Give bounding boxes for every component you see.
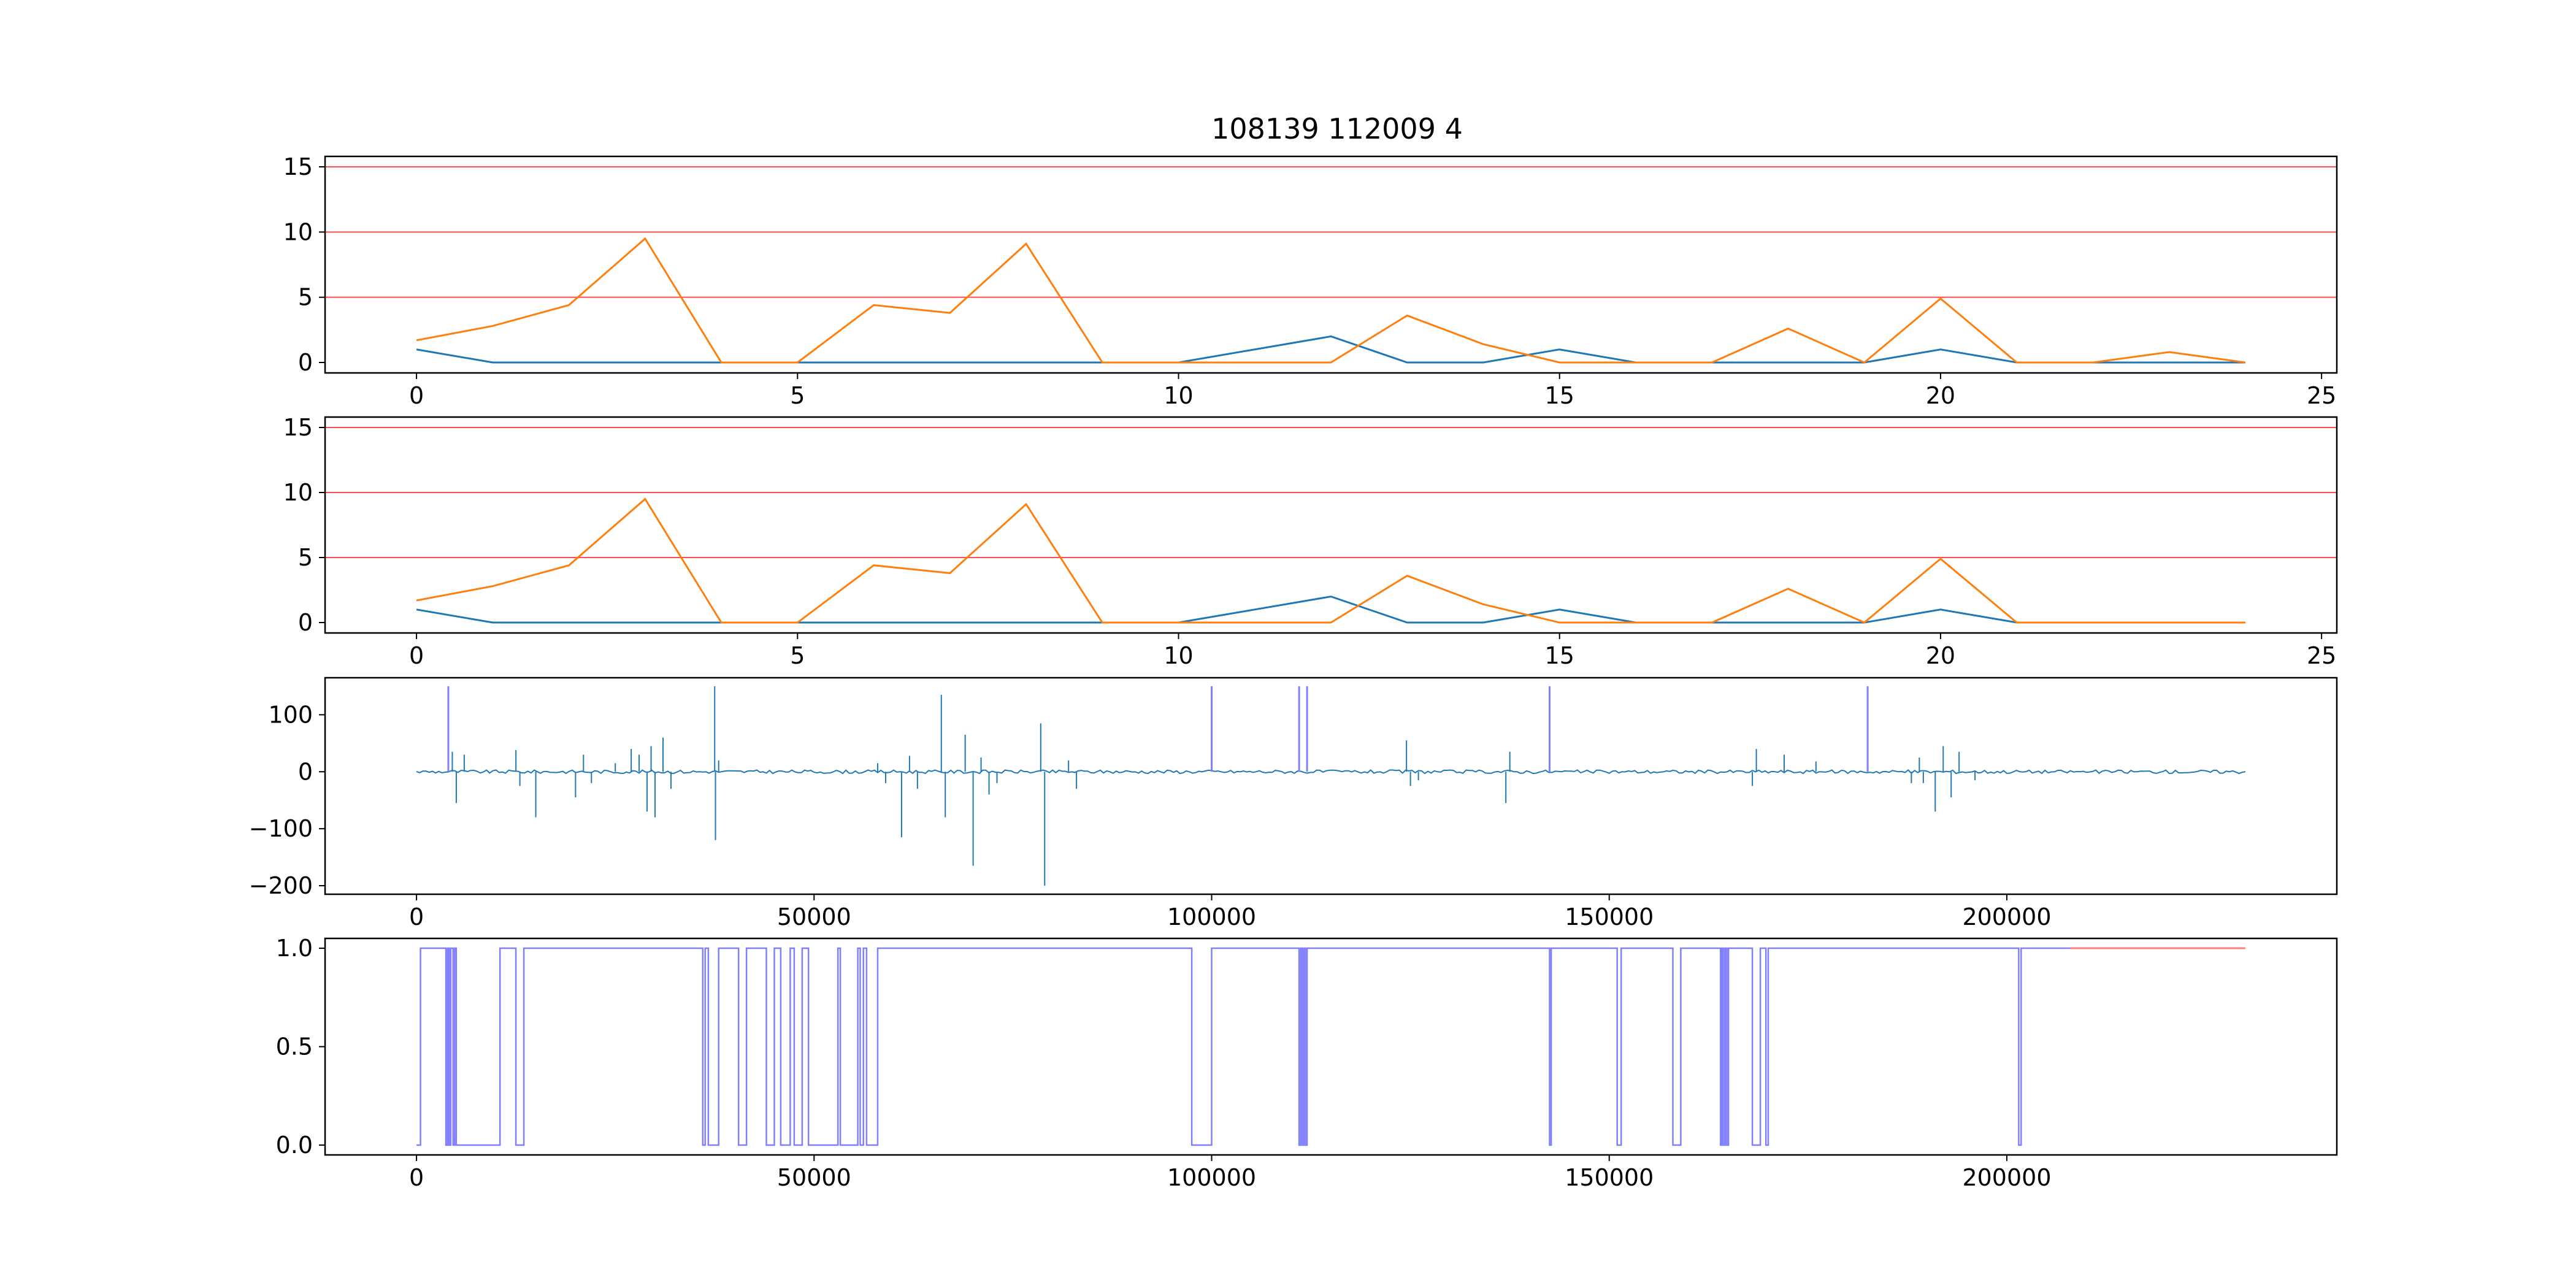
x-tick-label: 150000 xyxy=(1565,1164,1654,1191)
x-tick-label: 10 xyxy=(1163,382,1193,409)
figure-title: 108139 112009 4 xyxy=(1211,112,1463,145)
y-tick-label: 15 xyxy=(283,414,313,441)
y-tick-label: 5 xyxy=(298,544,313,571)
panel-4: 0 50000 100000 150000 200000 0.0 0.5 1.0 xyxy=(276,935,2338,1191)
x-tick-label: 200000 xyxy=(1962,1164,2051,1191)
x-tick-label: 25 xyxy=(2307,642,2336,669)
plot-area xyxy=(416,686,2246,886)
x-tick-label: 0 xyxy=(409,382,424,409)
x-tick-label: 50000 xyxy=(777,903,851,930)
y-tick-label: 5 xyxy=(298,284,313,311)
panel-1: 0 5 10 15 20 25 0 5 10 15 xyxy=(283,153,2338,409)
y-tick-label: −100 xyxy=(249,815,313,842)
series-line xyxy=(416,497,2245,624)
x-tick-label: 100000 xyxy=(1167,1164,1256,1191)
x-tick-label: 0 xyxy=(409,903,424,930)
x-tick-label: 5 xyxy=(790,382,805,409)
axes-frame xyxy=(324,937,2338,1156)
x-tick-label: 150000 xyxy=(1565,903,1654,930)
y-tick-label: 10 xyxy=(283,218,313,245)
x-tick-label: 5 xyxy=(790,642,805,669)
plot-area xyxy=(325,166,2337,364)
axes-frame xyxy=(324,416,2338,634)
signal-trace xyxy=(416,769,2246,775)
y-tick-label: 0 xyxy=(298,349,313,376)
y-tick-label: −200 xyxy=(249,872,313,899)
x-tick-label: 15 xyxy=(1545,382,1574,409)
plot-area xyxy=(325,426,2337,624)
x-tick-label: 0 xyxy=(409,642,424,669)
panel-2: 0 5 10 15 20 25 0 5 10 15 xyxy=(283,414,2338,669)
y-tick-label: 15 xyxy=(283,153,313,180)
y-tick-label: 10 xyxy=(283,479,313,506)
x-tick-label: 10 xyxy=(1163,642,1193,669)
x-tick-label: 50000 xyxy=(777,1164,851,1191)
x-tick-label: 20 xyxy=(1926,382,1955,409)
plot-area xyxy=(416,947,2245,1146)
y-tick-label: 0.0 xyxy=(276,1132,313,1159)
x-tick-label: 200000 xyxy=(1962,903,2051,930)
y-tick-label: 0 xyxy=(298,758,313,785)
x-tick-label: 0 xyxy=(409,1164,424,1191)
y-tick-label: 1.0 xyxy=(276,935,313,962)
x-tick-label: 25 xyxy=(2307,382,2336,409)
series-line xyxy=(416,237,2246,364)
y-tick-label: 0.5 xyxy=(276,1033,313,1060)
x-tick-label: 100000 xyxy=(1167,903,1256,930)
y-tick-label: 100 xyxy=(268,701,313,728)
axes-frame xyxy=(324,155,2338,374)
series-line xyxy=(416,596,2245,624)
x-tick-label: 15 xyxy=(1545,642,1574,669)
x-tick-label: 20 xyxy=(1926,642,1955,669)
state-step-line xyxy=(416,947,2071,1146)
panel-3: 0 50000 100000 150000 200000 100 0 −100 −200 xyxy=(249,677,2338,930)
y-tick-label: 0 xyxy=(298,609,313,636)
series-line xyxy=(416,335,2245,364)
axes-frame xyxy=(324,677,2338,895)
